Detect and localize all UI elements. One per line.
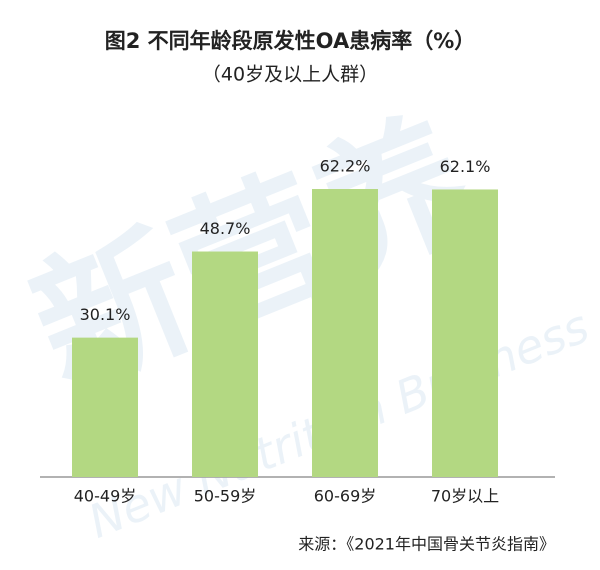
chart-title: 图2 不同年龄段原发性OA患病率（%）	[105, 29, 476, 53]
value-label: 62.1%	[440, 157, 491, 176]
source-note: 来源：《2021年中国骨关节炎指南》	[298, 535, 555, 554]
value-label: 48.7%	[200, 219, 251, 238]
x-tick-label: 60-69岁	[314, 487, 377, 506]
bar	[312, 189, 378, 477]
chart-subtitle: （40岁及以上人群）	[202, 64, 378, 86]
bar	[192, 251, 258, 477]
x-tick-label: 70岁以上	[431, 487, 499, 506]
value-label: 62.2%	[320, 157, 371, 176]
value-label: 30.1%	[80, 305, 131, 324]
x-tick-label: 40-49岁	[74, 487, 137, 506]
bar	[72, 337, 138, 477]
bar	[432, 189, 498, 478]
x-tick-label: 50-59岁	[194, 487, 257, 506]
